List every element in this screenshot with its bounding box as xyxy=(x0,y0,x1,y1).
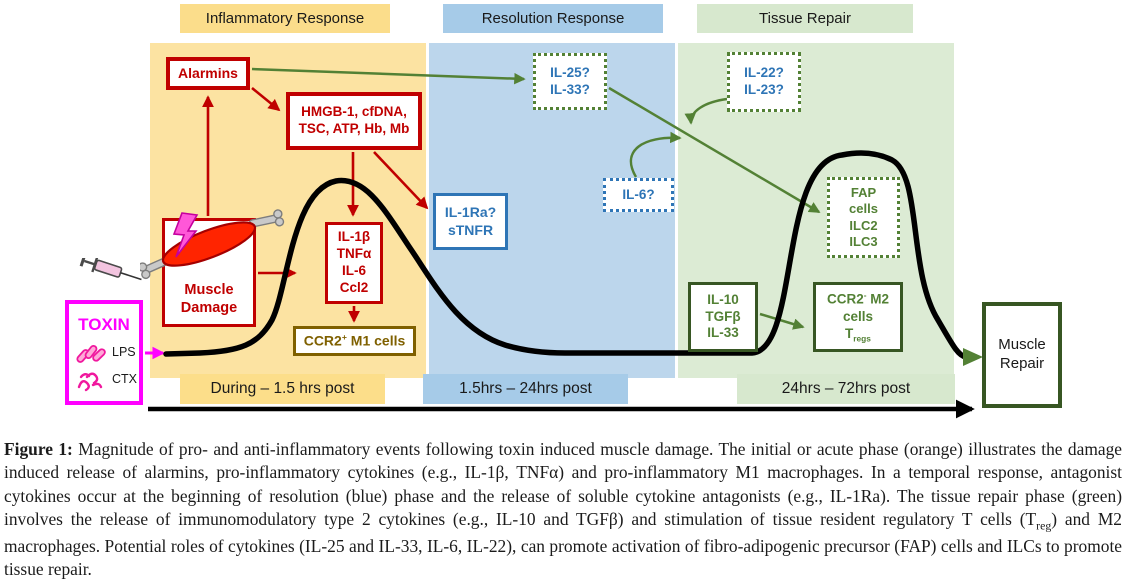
timeline-resolution: 1.5hrs – 24hrs post xyxy=(423,374,628,404)
muscle-repair-label: Muscle Repair xyxy=(998,336,1046,372)
caption-figure-label: Figure 1: xyxy=(4,439,73,459)
arrows-layer xyxy=(145,67,983,419)
pro-cytokines-box: IL-1β TNFα IL-6 Ccl2 xyxy=(325,222,383,304)
arrow-alarmins-to-il25 xyxy=(251,67,526,85)
header-inflammatory-response: Inflammatory Response xyxy=(180,4,390,33)
m2-line1: CCR2- M2 xyxy=(826,290,890,307)
type2-cytokines-label: IL-10 TGFβ IL-33 xyxy=(705,291,741,341)
ctx-label: CTX xyxy=(112,372,137,387)
alarmins-label: Alarmins xyxy=(178,64,238,81)
alarmins-box: Alarmins xyxy=(166,57,250,90)
syringe-icon xyxy=(79,258,142,281)
il6-label: IL-6? xyxy=(622,186,655,202)
arrow-damps-to-antagonists xyxy=(373,151,429,210)
timeline-inflammatory: During – 1.5 hrs post xyxy=(180,374,385,404)
caption-text-2: ) and M2 macrophages. Potential roles of… xyxy=(4,509,1122,579)
il25-il33-box: IL-25? IL-33? xyxy=(533,53,607,110)
m1-cells-box: CCR2+ M1 cells xyxy=(293,326,416,356)
caption-subscript: reg xyxy=(1036,518,1052,533)
arrow-il10-to-m2 xyxy=(759,312,805,330)
il22-il23-box: IL-22? IL-23? xyxy=(727,52,801,112)
antagonists-label: IL-1Ra? sTNFR xyxy=(444,204,497,238)
toxin-item-lps: LPS xyxy=(69,342,139,364)
curve-tip-arrowhead xyxy=(963,348,983,366)
lightning-bolt-icon xyxy=(172,212,199,258)
magnitude-curve xyxy=(163,150,969,360)
lps-label: LPS xyxy=(112,345,136,360)
il6-box: IL-6? xyxy=(603,178,674,212)
header-resolution-response: Resolution Response xyxy=(443,4,663,33)
il22-il23-label: IL-22? IL-23? xyxy=(744,65,784,97)
arrow-il6-to-junction xyxy=(629,131,682,178)
muscle-damage-label: Muscle Damage xyxy=(180,281,238,316)
il25-il33-label: IL-25? IL-33? xyxy=(550,64,590,97)
damps-box: HMGB-1, cfDNA, TSC, ATP, Hb, Mb xyxy=(286,92,422,150)
header-inflammatory-label: Inflammatory Response xyxy=(205,10,365,27)
timeline-repair-label: 24hrs – 72hrs post xyxy=(781,380,911,397)
ctx-toxin-icon xyxy=(77,372,103,392)
m2-tregs-box: CCR2- M2 cells Tregs xyxy=(813,282,903,352)
toxin-title: TOXIN xyxy=(78,315,130,334)
arrow-il25-to-fap xyxy=(608,86,821,214)
fap-ilc-label: FAP cells ILC2 ILC3 xyxy=(849,185,878,249)
header-tissue-repair: Tissue Repair xyxy=(697,4,913,33)
fap-ilc-box: FAP cells ILC2 ILC3 xyxy=(827,177,900,258)
header-resolution-label: Resolution Response xyxy=(481,10,625,27)
muscle-repair-box: Muscle Repair xyxy=(982,302,1062,408)
damps-label: HMGB-1, cfDNA, TSC, ATP, Hb, Mb xyxy=(298,104,410,136)
timeline-inflammatory-label: During – 1.5 hrs post xyxy=(210,380,355,397)
pro-cytokines-label: IL-1β TNFα IL-6 Ccl2 xyxy=(336,229,372,295)
timeline-resolution-label: 1.5hrs – 24hrs post xyxy=(459,380,592,397)
header-repair-label: Tissue Repair xyxy=(759,10,851,27)
toxin-item-ctx: CTX xyxy=(69,367,139,393)
caption-text-1: Magnitude of pro- and anti-inflammatory … xyxy=(4,439,1123,530)
arrow-il22-to-junction xyxy=(684,97,728,125)
toxin-box: TOXIN LPS CTX xyxy=(65,300,143,405)
m2-line3: Tregs xyxy=(845,325,871,344)
lps-bacteria-icon xyxy=(76,345,106,364)
m2-line2: cells xyxy=(842,308,874,324)
figure-caption: Figure 1: Magnitude of pro- and anti-inf… xyxy=(0,438,1126,581)
type2-cytokines-box: IL-10 TGFβ IL-33 xyxy=(688,282,758,352)
m1-cells-label: CCR2+ M1 cells xyxy=(303,331,406,349)
arrow-alarmins-to-damps xyxy=(251,86,281,112)
timeline-repair: 24hrs – 72hrs post xyxy=(737,374,955,404)
muscle-icon xyxy=(140,209,285,280)
antagonists-box: IL-1Ra? sTNFR xyxy=(433,193,508,250)
